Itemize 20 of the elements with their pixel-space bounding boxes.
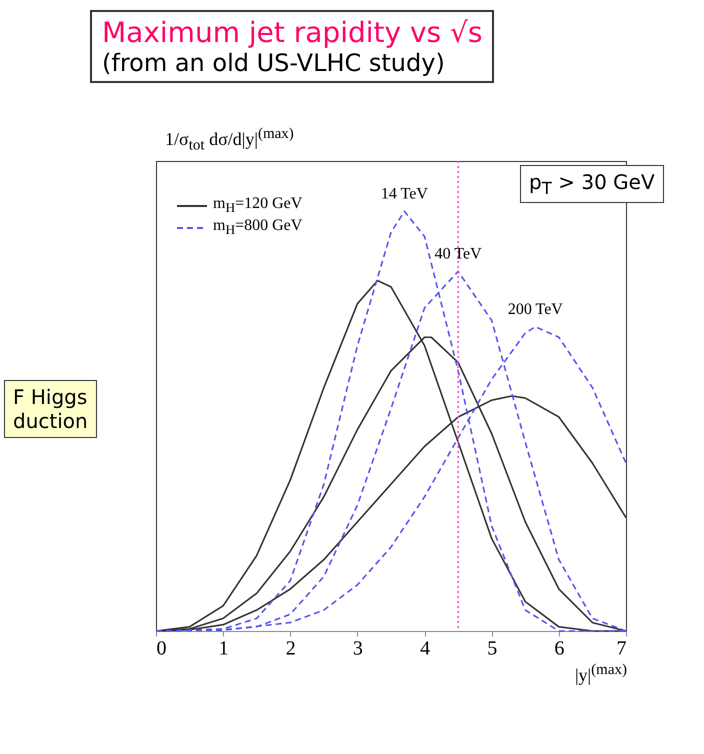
x-tick-label: 4 (420, 638, 430, 660)
y-axis-title: 1/σ$_{tot}$ dσ/d|y|$^{(max)}$ (165, 126, 294, 155)
text: duction (13, 409, 88, 433)
x-tick-label: 6 (554, 638, 564, 660)
x-tick-label: 3 (352, 638, 363, 660)
annotation: 40 TeV (434, 245, 482, 262)
x-tick-label: 1 (218, 638, 229, 660)
x-tick-label: 2 (286, 638, 296, 660)
chart-title: Maximum jet rapidity vs √s (102, 16, 482, 49)
x-tick-label: 5 (487, 638, 498, 660)
x-axis-title: |y|$^{(max)}$ (574, 662, 627, 686)
text: p$_{T}$ > 30 GeV (520, 165, 664, 203)
text: F Higgs (13, 385, 88, 409)
annotation: 14 TeV (380, 185, 428, 202)
x-tick-label: 0 (156, 638, 166, 660)
legend-label: m$_{H}$=800 GeV (213, 217, 302, 239)
annotation: 200 TeV (508, 300, 564, 318)
legend-label: m$_{H}$=120 GeV (213, 195, 302, 217)
x-tick-label: 7 (616, 638, 626, 660)
chart-subtitle: (from an old US-VLHC study) (102, 49, 446, 77)
